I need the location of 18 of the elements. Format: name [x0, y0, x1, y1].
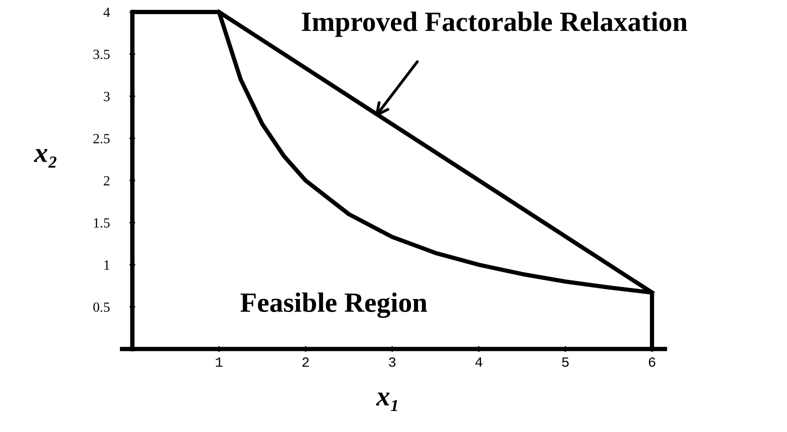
y-axis-title: x₂: [34, 149, 56, 168]
y-tick-label: 3: [104, 92, 110, 102]
x-tick-label: 4: [475, 358, 482, 367]
y-tick-label: 3.5: [93, 50, 110, 60]
x-tick-label: 6: [648, 357, 656, 367]
y-tick-label: 1: [104, 260, 110, 270]
x-tick-label: 3: [388, 357, 396, 367]
y-tick-label: 2.5: [93, 134, 110, 144]
annotation: Feasible Region: [240, 292, 428, 318]
x-tick-label: 2: [302, 357, 309, 367]
y-tick-label: 0.5: [93, 302, 110, 312]
x-tick-label: 5: [562, 358, 569, 367]
y-tick-label: 4: [103, 8, 110, 17]
y-tick-label: 2: [104, 176, 110, 186]
x-tick-label: 1: [216, 358, 222, 367]
annotation: Improved Factorable Relaxation: [302, 12, 688, 37]
y-tick-label: 1.5: [94, 218, 110, 228]
x-axis-title: x₁: [376, 392, 398, 411]
